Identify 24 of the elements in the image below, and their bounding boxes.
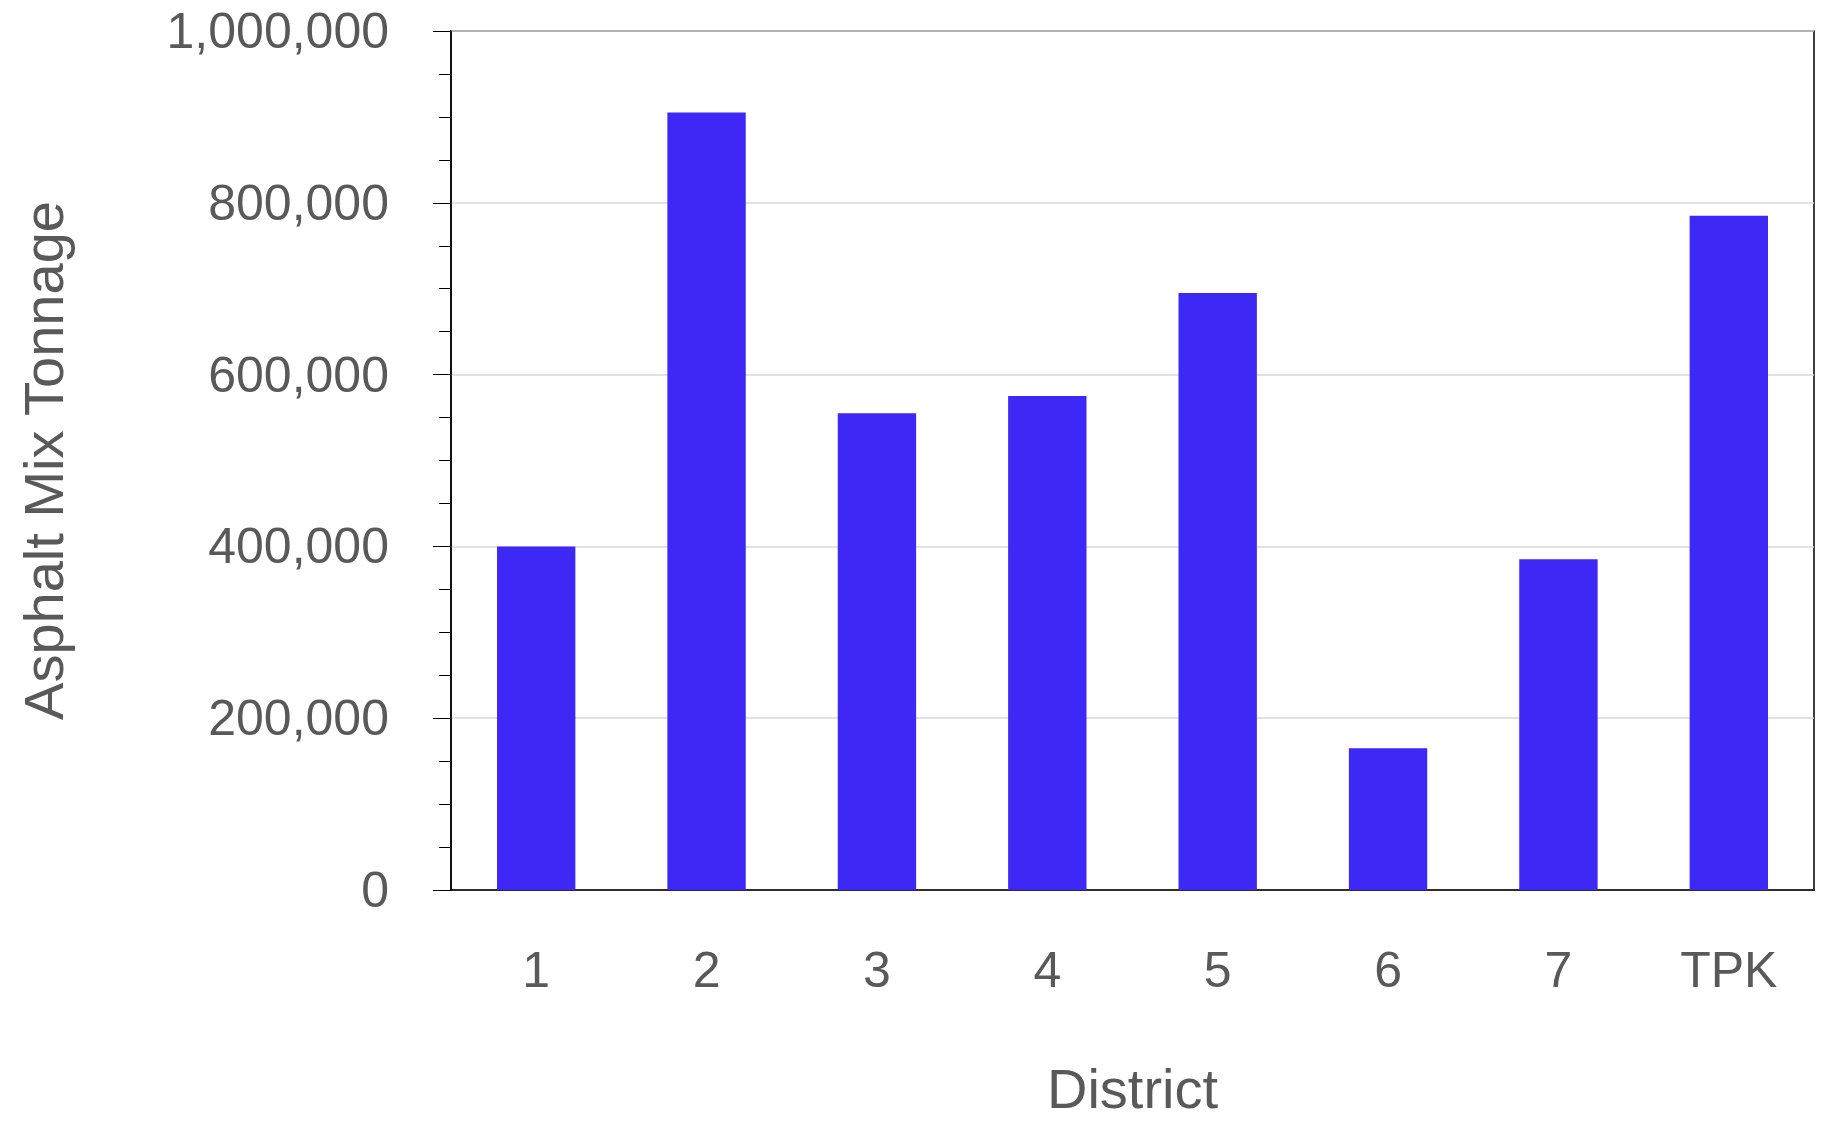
- x-tick-label: 2: [692, 942, 721, 998]
- y-tick-label: 600,000: [208, 346, 389, 403]
- bar: [1348, 748, 1428, 890]
- x-tick-label: 7: [1544, 942, 1573, 998]
- bar: [1178, 293, 1257, 890]
- bar: [1519, 559, 1598, 890]
- y-tick-label: 400,000: [208, 518, 389, 575]
- y-tick-label: 0: [361, 862, 389, 918]
- bar: [1008, 396, 1087, 890]
- x-tick-label: 4: [1033, 942, 1062, 998]
- y-tick-label: 800,000: [208, 174, 389, 231]
- y-tick-label: 1,000,000: [166, 3, 389, 59]
- x-tick-label: TPK: [1680, 942, 1778, 998]
- y-tick-label: 200,000: [208, 690, 389, 747]
- x-tick-label: 5: [1203, 942, 1232, 998]
- bar: [497, 546, 576, 890]
- bar: [667, 112, 746, 890]
- x-tick-label: 3: [863, 942, 891, 998]
- bar: [1689, 215, 1768, 890]
- bar: [837, 413, 917, 890]
- x-tick-label: 6: [1374, 942, 1402, 998]
- x-axis-title: District: [1046, 1056, 1219, 1120]
- x-tick-label: 1: [522, 942, 551, 998]
- y-axis-title: Asphalt Mix Tonnage: [11, 201, 75, 720]
